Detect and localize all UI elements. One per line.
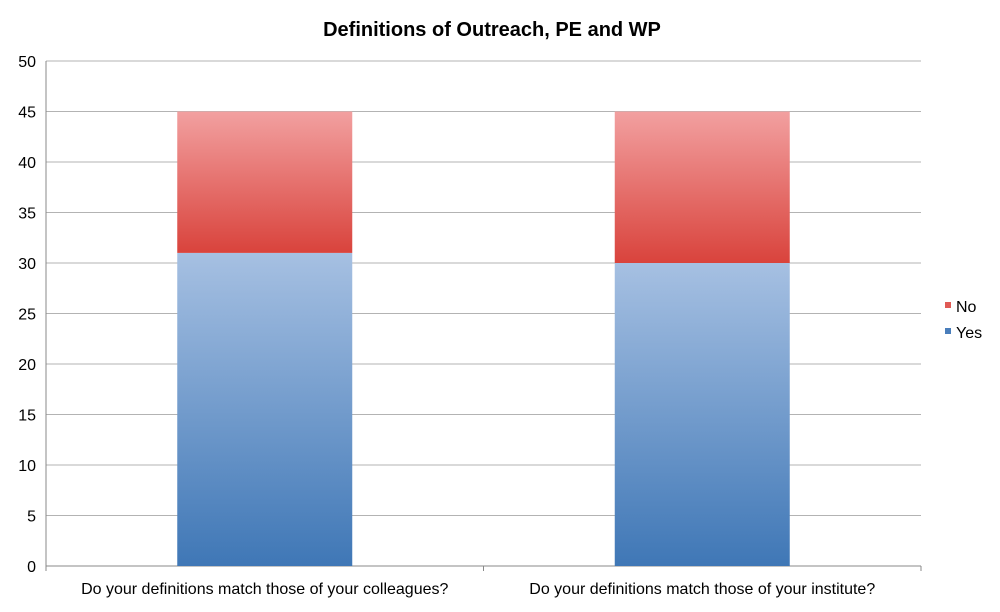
bars <box>177 111 790 566</box>
x-category-label: Do your definitions match those of your … <box>529 581 875 598</box>
y-tick-label: 40 <box>18 155 36 172</box>
x-axis-categories: Do your definitions match those of your … <box>81 581 875 598</box>
y-tick-label: 15 <box>18 408 36 425</box>
y-tick-label: 10 <box>18 458 36 475</box>
bar-yes-1 <box>177 252 353 566</box>
y-tick-label: 45 <box>18 105 36 122</box>
y-tick-label: 5 <box>27 509 36 526</box>
x-category-label: Do your definitions match those of your … <box>81 581 448 598</box>
y-tick-label: 25 <box>18 307 36 324</box>
legend-swatch-yes <box>945 328 951 334</box>
y-tick-label: 35 <box>18 206 36 223</box>
y-tick-label: 0 <box>27 559 36 576</box>
y-tick-label: 30 <box>18 256 36 273</box>
bar-no-2 <box>614 111 790 263</box>
y-tick-label: 20 <box>18 357 36 374</box>
bar-yes-2 <box>614 263 790 566</box>
legend-label-yes: Yes <box>956 325 982 342</box>
y-axis-ticks: 0 5 10 15 20 25 30 35 40 45 50 <box>18 54 36 576</box>
y-tick-label: 50 <box>18 54 36 71</box>
legend: No Yes <box>945 299 982 342</box>
legend-label-no: No <box>956 299 977 316</box>
bar-no-1 <box>177 111 353 253</box>
chart-title: Definitions of Outreach, PE and WP <box>323 19 661 41</box>
legend-swatch-no <box>945 302 951 308</box>
